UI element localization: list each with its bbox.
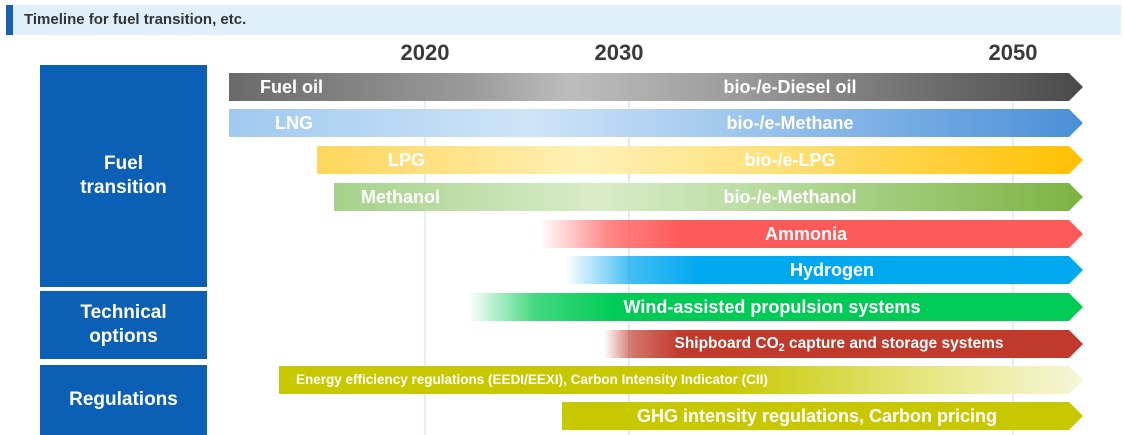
bar-ammonia-label: Ammonia: [764, 224, 848, 244]
year-label-2030: 2030: [594, 40, 644, 65]
bar-methane-label: bio-/e-Methane: [726, 113, 854, 133]
category-tech-line1: Technical: [80, 302, 167, 323]
bar-fuel-oil-label: Fuel oil: [260, 77, 323, 97]
page-title: Timeline for fuel transition, etc.: [24, 11, 247, 28]
bar-energy-efficiency-regulations: Energy efficiency regulations (EEDI/EEXI…: [279, 366, 1083, 394]
bar-hydrogen-label: Hydrogen: [789, 260, 875, 280]
category-regulations: Regulations: [40, 365, 207, 435]
category-tech-line2: options: [89, 326, 158, 347]
bar-hydrogen: Hydrogen: [565, 256, 1083, 284]
bar-ghg-regulations: GHG intensity regulations, Carbon pricin…: [562, 402, 1083, 430]
bar-ghg-label: GHG intensity regulations, Carbon pricin…: [636, 406, 998, 426]
bar-fuel-oil: Fuel oil bio-/e-Diesel oil: [229, 73, 1083, 101]
co2-label-after: capture and storage systems: [784, 335, 1004, 352]
bar-lpg: LPG bio-/e-LPG: [317, 146, 1083, 174]
bar-methanol-label: Methanol: [361, 187, 440, 207]
year-label-2020: 2020: [400, 40, 450, 65]
bar-co2-label: Shipboard CO2 capture and storage system…: [674, 330, 1003, 358]
co2-label-before: Shipboard CO: [674, 335, 779, 352]
title-accent: [6, 5, 13, 35]
bar-co2-capture: Shipboard CO2 capture and storage system…: [604, 330, 1083, 358]
category-fuel-transition: Fuel transition: [40, 65, 207, 287]
bar-methanol: Methanol bio-/e-Methanol: [334, 183, 1083, 211]
bar-wind-assisted-propulsion: Wind-assisted propulsion systems: [468, 293, 1083, 321]
category-regulations-label: Regulations: [69, 389, 178, 410]
bar-wind-label: Wind-assisted propulsion systems: [623, 297, 921, 317]
bar-lng: LNG bio-/e-Methane: [229, 109, 1083, 137]
category-fuel-line1: Fuel: [103, 153, 144, 174]
bar-lpg-label: LPG: [388, 150, 426, 170]
category-technical-options: Technical options: [40, 291, 207, 359]
bar-lng-label: LNG: [275, 113, 313, 133]
bar-bio-lpg-label: bio-/e-LPG: [744, 150, 836, 170]
bar-ammonia: Ammonia: [540, 220, 1083, 248]
category-fuel-line2: transition: [80, 177, 167, 198]
title-bar: Timeline for fuel transition, etc.: [6, 5, 1121, 35]
bar-bio-methanol-label: bio-/e-Methanol: [723, 187, 857, 207]
co2-label-sub: 2: [778, 342, 785, 354]
year-label-2050: 2050: [988, 40, 1038, 65]
gridline-2020: [424, 98, 426, 435]
bar-energy-efficiency-label: Energy efficiency regulations (EEDI/EEXI…: [296, 372, 768, 387]
bar-diesel-label: bio-/e-Diesel oil: [723, 77, 857, 97]
